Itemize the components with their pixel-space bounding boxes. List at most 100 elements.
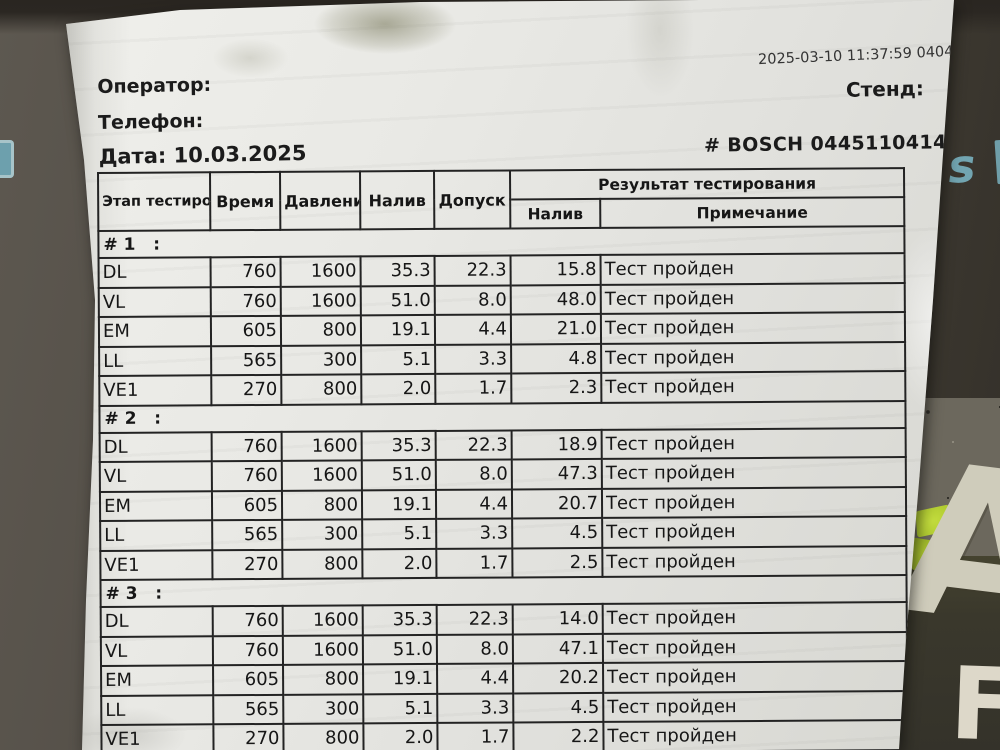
cell-time: 760 <box>211 460 282 491</box>
cell-pressure: 1600 <box>280 285 361 316</box>
print-timestamp: 2025-03-10 11:37:59 0404 <box>757 43 954 69</box>
cell-fill: 35.3 <box>360 255 435 286</box>
cell-tolerance: 22.3 <box>436 604 513 635</box>
cell-pressure: 300 <box>282 519 363 550</box>
cell-stage: VE1 <box>101 724 214 750</box>
cell-note: Тест пройден <box>603 720 908 750</box>
cell-note: Тест пройден <box>602 545 907 577</box>
cell-time: 760 <box>211 431 282 462</box>
cell-stage: LL <box>99 345 212 376</box>
cell-tolerance: 3.3 <box>436 518 513 549</box>
cell-time: 760 <box>210 256 281 287</box>
cell-tolerance: 22.3 <box>434 255 511 286</box>
cell-note: Тест пройден <box>600 312 906 344</box>
cell-note: Тест пройден <box>603 661 908 693</box>
cell-fill: 19.1 <box>361 489 437 520</box>
cell-pressure: 1600 <box>280 256 361 287</box>
cell-pressure: 1600 <box>281 460 362 491</box>
header-result-fill: Налив <box>510 198 601 229</box>
cell-time: 605 <box>211 490 283 521</box>
cell-result: 2.5 <box>512 547 603 578</box>
cell-stage: EM <box>99 490 213 521</box>
cell-fill: 5.1 <box>363 693 438 724</box>
cell-stage: LL <box>100 520 213 551</box>
cell-stage: VE1 <box>99 375 212 406</box>
cell-note: Тест пройден <box>602 516 907 548</box>
cell-tolerance: 1.7 <box>436 547 513 578</box>
cell-tolerance: 1.7 <box>435 373 512 404</box>
cell-note: Тест пройден <box>601 486 907 518</box>
cell-stage: DL <box>99 431 212 462</box>
cell-result: 15.8 <box>510 254 601 285</box>
date-label: Дата: <box>98 143 167 169</box>
cell-time: 270 <box>211 374 282 405</box>
header-stage: Этап тестирования <box>98 172 211 231</box>
cell-result: 48.0 <box>510 284 601 315</box>
cell-tolerance: 1.7 <box>437 722 514 750</box>
cell-pressure: 800 <box>283 723 364 750</box>
cell-note: Тест пройден <box>601 427 906 459</box>
cell-fill: 51.0 <box>360 285 435 316</box>
cell-result: 20.2 <box>513 662 604 693</box>
cell-tolerance: 4.4 <box>434 314 512 345</box>
stand-label: Стенд: <box>845 76 925 102</box>
cell-result: 47.3 <box>511 458 602 489</box>
cell-time: 565 <box>212 519 283 550</box>
document-header-left: Оператор: Телефон: Дата: 10.03.2025 <box>97 72 307 169</box>
cell-result: 21.0 <box>510 313 602 344</box>
cell-note: Тест пройден <box>600 282 905 314</box>
cell-fill: 51.0 <box>361 459 436 490</box>
cell-fill: 51.0 <box>362 634 438 665</box>
header-tolerance: Допуск <box>433 170 511 229</box>
cell-pressure: 1600 <box>282 605 363 636</box>
cell-note: Тест пройден <box>602 631 908 663</box>
phone-label: Телефон: <box>97 109 204 134</box>
cell-fill: 5.1 <box>362 518 437 549</box>
cell-stage: VL <box>99 461 212 492</box>
operator-label: Оператор: <box>97 73 212 98</box>
cell-result: 20.7 <box>511 488 603 519</box>
date-line: Дата: 10.03.2025 <box>98 141 306 169</box>
date-value: 10.03.2025 <box>173 141 307 168</box>
cell-stage: VL <box>98 286 211 317</box>
header-result-group: Результат тестирования <box>509 168 905 200</box>
cell-fill: 2.0 <box>363 722 438 750</box>
cell-result: 4.5 <box>512 517 603 548</box>
cell-pressure: 800 <box>283 664 364 695</box>
cell-pressure: 1600 <box>281 430 362 461</box>
cell-note: Тест пройден <box>601 457 906 489</box>
cell-pressure: 800 <box>281 489 363 520</box>
cell-pressure: 800 <box>282 548 363 579</box>
cell-note: Тест пройден <box>603 690 908 722</box>
cell-pressure: 800 <box>280 315 362 346</box>
cell-tolerance: 8.0 <box>434 284 511 315</box>
cell-time: 565 <box>211 345 282 376</box>
cell-tolerance: 3.3 <box>435 343 512 374</box>
cell-pressure: 1600 <box>282 634 364 665</box>
table-header: Этап тестирования Время Давление Налив Д… <box>98 168 905 231</box>
cell-fill: 35.3 <box>361 430 436 461</box>
header-fill: Налив <box>360 170 435 230</box>
part-number: # BOSCH 0445110414 <box>703 131 947 157</box>
cell-note: Тест пройден <box>602 602 907 634</box>
cell-time: 605 <box>210 315 282 346</box>
cell-stage: DL <box>98 257 211 288</box>
cell-stage: VL <box>100 635 214 666</box>
header-pressure: Давление <box>280 171 361 230</box>
cell-stage: LL <box>101 694 214 725</box>
cell-stage: EM <box>98 316 212 347</box>
bench-teal-mark-left <box>0 140 14 178</box>
cell-time: 605 <box>213 664 284 695</box>
table-body: # 1 : DL 760 1600 35.3 22.3 15.8 Тест пройден VL… <box>98 226 908 750</box>
cell-time: 760 <box>210 286 281 317</box>
cell-result: 4.5 <box>513 692 604 723</box>
cell-time: 565 <box>213 694 284 725</box>
cell-time: 760 <box>212 605 283 636</box>
cell-result: 18.9 <box>511 429 602 460</box>
cell-tolerance: 3.3 <box>437 692 514 723</box>
cell-fill: 5.1 <box>361 344 436 375</box>
cell-stage: DL <box>100 606 213 637</box>
